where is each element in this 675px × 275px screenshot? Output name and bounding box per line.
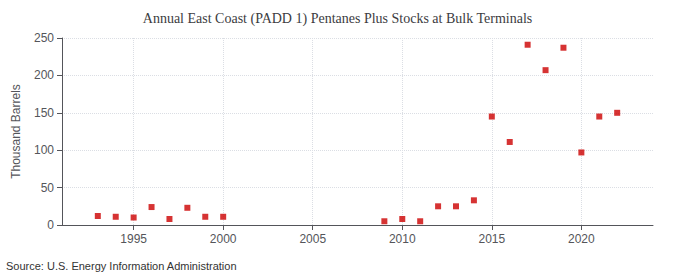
svg-text:Annual East Coast (PADD 1) Pen: Annual East Coast (PADD 1) Pentanes Plus… <box>143 11 532 27</box>
svg-text:200: 200 <box>34 68 54 82</box>
svg-text:2000: 2000 <box>210 232 237 246</box>
svg-text:2020: 2020 <box>568 232 595 246</box>
svg-text:Thousand Barrels: Thousand Barrels <box>9 84 23 179</box>
svg-text:1995: 1995 <box>120 232 147 246</box>
svg-text:150: 150 <box>34 106 54 120</box>
svg-text:50: 50 <box>41 181 55 195</box>
svg-text:2010: 2010 <box>389 232 416 246</box>
svg-text:2005: 2005 <box>299 232 326 246</box>
svg-text:Source: U.S. Energy Informatio: Source: U.S. Energy Information Administ… <box>6 260 237 272</box>
svg-text:2015: 2015 <box>478 232 505 246</box>
svg-text:100: 100 <box>34 143 54 157</box>
svg-text:250: 250 <box>34 31 54 45</box>
svg-text:0: 0 <box>47 218 54 232</box>
